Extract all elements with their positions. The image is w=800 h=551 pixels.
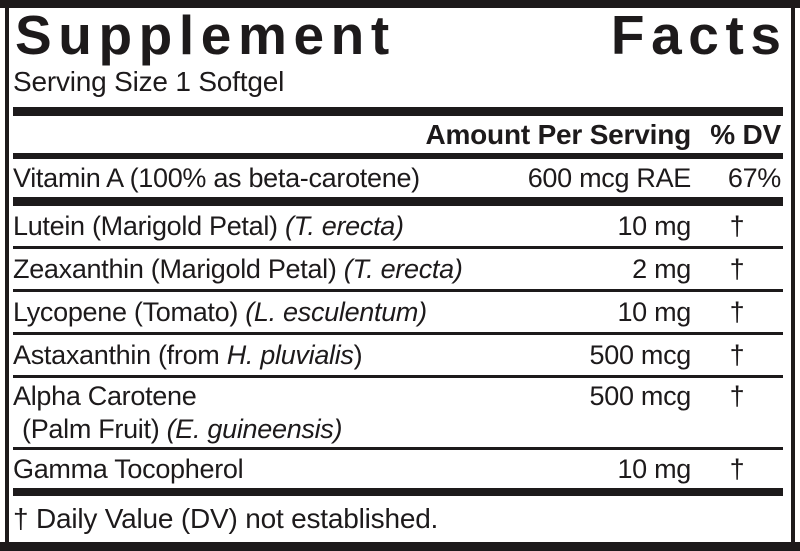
ingredient-dv: †	[729, 339, 745, 370]
title-word-supplement: Supplement	[15, 3, 396, 66]
ingredient-amount: 500 mcg	[589, 339, 692, 370]
ingredient-row-alpha-carotene: Alpha Carotene 500 mcg †	[13, 378, 783, 414]
ingredient-name: Astaxanthin (from H. pluvialis)	[13, 339, 363, 370]
ingredient-dv: †	[729, 453, 745, 484]
ingredient-row-gamma-tocopherol: Gamma Tocopherol 10 mg †	[13, 450, 783, 488]
section-bar-medium	[13, 153, 783, 159]
title-word-facts: Facts	[610, 3, 788, 66]
ingredient-name: Lycopene (Tomato) (L. esculentum)	[13, 296, 427, 327]
ingredient-row-vitamin-a: Vitamin A (100% as beta-carotene) 600 mc…	[13, 159, 783, 197]
ingredient-dv: †	[729, 380, 745, 411]
ingredient-amount: 10 mg	[617, 210, 691, 241]
ingredient-dv: †	[729, 210, 745, 241]
bottom-border-strip	[0, 542, 800, 551]
row-divider	[13, 375, 783, 378]
ingredient-dv: †	[729, 296, 745, 327]
column-header-row: Amount Per Serving % DV	[13, 116, 783, 153]
serving-size-text: Serving Size 1 Softgel	[13, 66, 285, 97]
ingredient-dv: 67%	[727, 162, 781, 193]
row-divider	[13, 447, 783, 450]
ingredient-dv: †	[729, 253, 745, 284]
ingredient-amount: 10 mg	[617, 296, 691, 327]
ingredient-name-continuation: (Palm Fruit) (E. guineensis)	[22, 414, 343, 444]
supplement-facts-panel: Supplement Facts Serving Size 1 Softgel …	[5, 3, 795, 542]
amount-per-serving-header: Amount Per Serving	[425, 118, 691, 150]
ingredient-amount: 2 mg	[632, 253, 691, 284]
section-bar-thick	[13, 488, 783, 496]
ingredient-amount: 600 mcg RAE	[527, 162, 692, 193]
percent-dv-header: % DV	[710, 118, 781, 150]
ingredient-name: Vitamin A (100% as beta-carotene)	[13, 162, 420, 193]
row-divider	[13, 332, 783, 335]
ingredient-row-lutein: Lutein (Marigold Petal) (T. erecta) 10 m…	[13, 206, 783, 246]
top-border-strip	[0, 0, 800, 8]
ingredient-name: Alpha Carotene	[13, 380, 197, 411]
row-divider	[13, 289, 783, 292]
daily-value-footnote: † Daily Value (DV) not established.	[13, 503, 439, 534]
section-bar-thick	[13, 107, 783, 116]
ingredient-name: Lutein (Marigold Petal) (T. erecta)	[13, 210, 404, 241]
ingredient-amount: 10 mg	[617, 453, 691, 484]
row-divider	[13, 246, 783, 249]
ingredient-name: Gamma Tocopherol	[13, 453, 244, 484]
panel-title: Supplement Facts	[13, 3, 783, 66]
section-bar-thick	[13, 197, 783, 206]
ingredient-name: Zeaxanthin (Marigold Petal) (T. erecta)	[13, 253, 463, 284]
ingredient-amount: 500 mcg	[589, 380, 692, 411]
ingredient-row-lycopene: Lycopene (Tomato) (L. esculentum) 10 mg …	[13, 292, 783, 332]
ingredient-row-astaxanthin: Astaxanthin (from H. pluvialis) 500 mcg …	[13, 335, 783, 375]
ingredient-row-zeaxanthin: Zeaxanthin (Marigold Petal) (T. erecta) …	[13, 249, 783, 289]
